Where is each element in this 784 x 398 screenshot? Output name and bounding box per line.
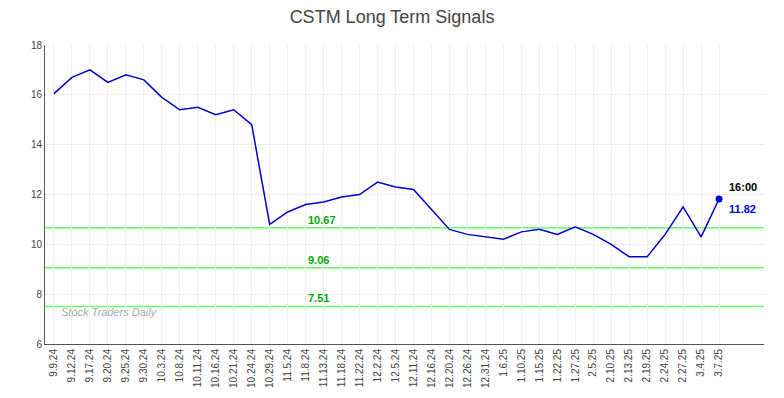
- svg-text:9.9.24: 9.9.24: [48, 349, 59, 377]
- svg-text:3.7.25: 3.7.25: [713, 349, 724, 377]
- svg-text:12.16.24: 12.16.24: [426, 349, 437, 388]
- svg-text:14: 14: [31, 139, 43, 150]
- svg-text:11.13.24: 11.13.24: [318, 349, 329, 388]
- svg-text:12.2.24: 12.2.24: [372, 349, 383, 383]
- svg-text:10.67: 10.67: [308, 214, 336, 226]
- svg-text:2.5.25: 2.5.25: [587, 349, 598, 377]
- svg-text:9.12.24: 9.12.24: [66, 349, 77, 383]
- svg-text:10.11.24: 10.11.24: [192, 349, 203, 388]
- svg-text:1.6.25: 1.6.25: [498, 349, 509, 377]
- svg-text:2.24.25: 2.24.25: [659, 349, 670, 383]
- svg-text:9.06: 9.06: [308, 254, 329, 266]
- svg-text:9.25.24: 9.25.24: [120, 349, 131, 383]
- svg-text:1.10.25: 1.10.25: [516, 349, 527, 383]
- svg-text:9.20.24: 9.20.24: [102, 349, 113, 383]
- svg-text:1.15.25: 1.15.25: [534, 349, 545, 383]
- svg-text:10.29.24: 10.29.24: [264, 349, 275, 388]
- svg-text:16:00: 16:00: [729, 181, 757, 193]
- svg-text:2.13.25: 2.13.25: [623, 349, 634, 383]
- svg-text:10.8.24: 10.8.24: [174, 349, 185, 383]
- svg-text:10.16.24: 10.16.24: [210, 349, 221, 388]
- svg-text:8: 8: [36, 289, 42, 300]
- svg-text:11.82: 11.82: [729, 203, 756, 215]
- svg-text:10.24.24: 10.24.24: [246, 349, 257, 388]
- svg-text:16: 16: [31, 89, 43, 100]
- svg-text:1.27.25: 1.27.25: [570, 349, 581, 383]
- svg-text:2.19.25: 2.19.25: [641, 349, 652, 383]
- svg-text:2.10.25: 2.10.25: [605, 349, 616, 383]
- svg-text:12.20.24: 12.20.24: [444, 349, 455, 388]
- svg-text:18: 18: [31, 40, 43, 51]
- svg-text:12.5.24: 12.5.24: [390, 349, 401, 383]
- svg-text:11.22.24: 11.22.24: [354, 349, 365, 388]
- svg-text:9.17.24: 9.17.24: [84, 349, 95, 383]
- svg-text:7.51: 7.51: [308, 292, 329, 304]
- svg-text:11.5.24: 11.5.24: [282, 349, 293, 382]
- svg-text:CSTM Long Term Signals: CSTM Long Term Signals: [290, 7, 495, 27]
- svg-text:Stock Traders Daily: Stock Traders Daily: [61, 306, 158, 318]
- svg-text:11.18.24: 11.18.24: [336, 349, 347, 388]
- svg-text:12.31.24: 12.31.24: [480, 349, 491, 388]
- svg-text:12: 12: [31, 189, 43, 200]
- svg-text:12.11.24: 12.11.24: [408, 349, 419, 388]
- svg-text:10.3.24: 10.3.24: [156, 349, 167, 383]
- svg-text:1.22.25: 1.22.25: [552, 349, 563, 383]
- svg-text:9.30.24: 9.30.24: [138, 349, 149, 383]
- svg-text:3.4.25: 3.4.25: [695, 349, 706, 377]
- svg-text:10: 10: [31, 239, 43, 250]
- svg-text:12.26.24: 12.26.24: [462, 349, 473, 388]
- svg-text:11.8.24: 11.8.24: [300, 349, 311, 382]
- svg-text:10.21.24: 10.21.24: [228, 349, 239, 388]
- svg-text:2.27.25: 2.27.25: [677, 349, 688, 383]
- svg-text:6: 6: [36, 339, 42, 350]
